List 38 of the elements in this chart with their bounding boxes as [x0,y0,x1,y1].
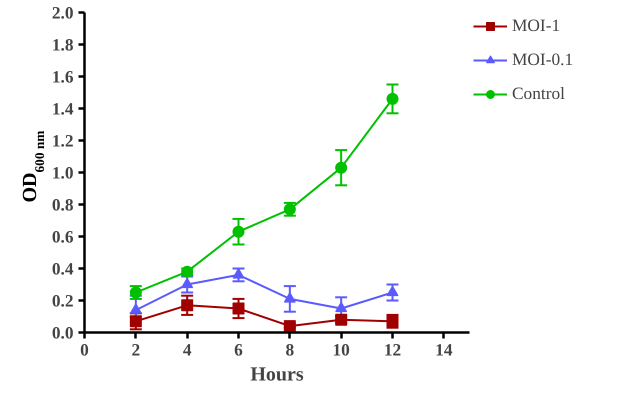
point [232,226,244,238]
x-tick-label: 10 [332,340,350,360]
y-tick-label: 2.0 [52,4,74,22]
x-tick-label: 0 [80,340,89,360]
y-tick-label: 0.4 [52,260,74,278]
y-tick-label: 1.4 [52,100,74,118]
y-tick-label: 1.6 [52,68,74,86]
point [181,299,194,312]
y-axis-title: OD600 nm [19,130,48,202]
legend-label: MOI-1 [512,16,560,36]
point [284,292,296,303]
x-axis-title: Hours [250,364,304,386]
y-tick-label: 1.2 [52,132,74,150]
point [130,303,142,314]
legend-label: Control [512,84,565,104]
x-tick-label: 14 [435,340,453,360]
point [181,278,194,288]
point [335,314,348,326]
x-tick-label: 12 [384,340,402,360]
y-tick-label: 1.0 [52,164,74,182]
x-tick-label: 6 [234,340,244,360]
point [386,92,398,105]
point [232,302,244,314]
x-tick-label: 8 [286,340,294,360]
point [232,268,244,279]
point [335,302,348,312]
y-tick-label: 0.0 [52,324,74,342]
y-tick-label: 0.6 [52,228,74,246]
x-tick-label: 4 [182,340,192,360]
y-tick-label: 0.2 [52,292,74,310]
point [284,320,296,332]
point [130,315,142,328]
y-tick-label: 1.8 [52,36,74,54]
legend-label: MOI-0.1 [512,50,574,70]
point [386,286,398,296]
point [335,162,348,174]
y-tick-label: 0.8 [52,196,74,214]
x-tick-label: 2 [132,340,140,360]
